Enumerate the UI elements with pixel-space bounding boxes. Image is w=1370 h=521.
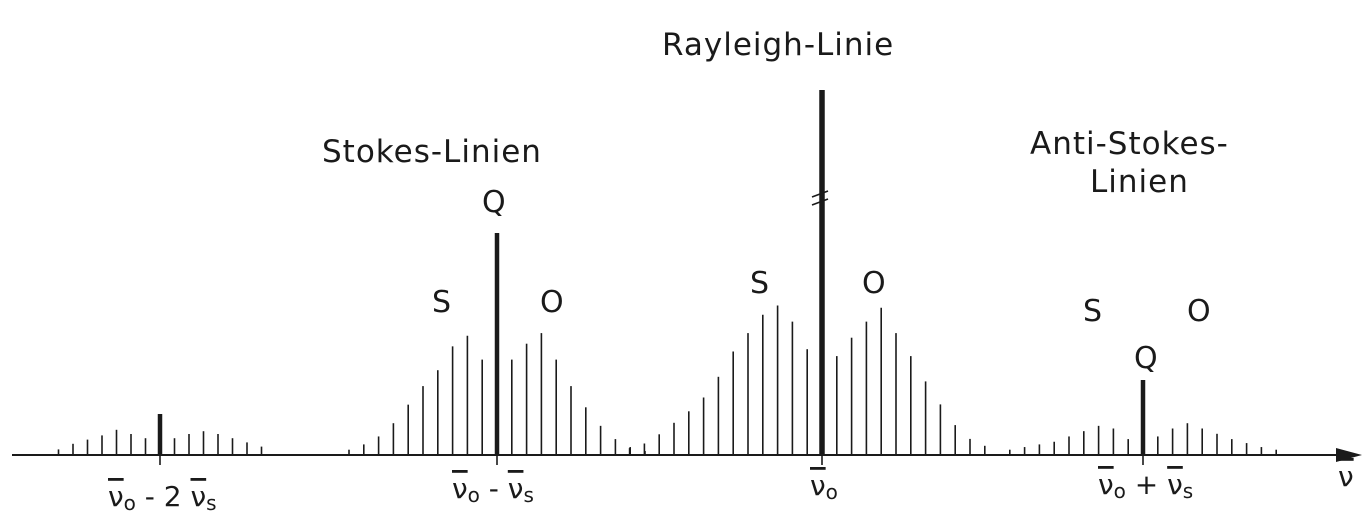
rayleigh-label: Rayleigh-Linie [662,27,894,63]
tick-label-nu0: νo [810,469,838,504]
stokes-s-branch-label: S [432,285,451,320]
anti-stokes-q-branch-label: Q [1134,341,1158,376]
stokes-label: Stokes-Linien [322,134,542,170]
tick-label-nu0-minus-2nus: νo - 2 νs [108,480,217,515]
anti-stokes-o-branch-label: O [1187,294,1211,329]
rayleigh-o-branch-label: O [862,266,886,301]
spectral-lines [57,90,1277,455]
axis-arrowhead [1336,448,1362,462]
tick-label-nu0-plus-nus: νo + νs [1098,468,1193,503]
rayleigh-s-branch-label: S [750,266,769,301]
axis-symbol-nu: ν [1338,460,1354,493]
anti-stokes-s-branch-label: S [1083,294,1102,329]
stokes-o-branch-label: O [540,285,564,320]
anti-stokes-label-line1: Anti-Stokes- [1030,126,1229,162]
tick-label-nu0-minus-nus: νo - νs [452,472,534,507]
stokes-q-branch-label: Q [482,185,506,220]
rayleigh-break-mark [811,190,829,206]
anti-stokes-label-line2: Linien [1090,164,1189,200]
